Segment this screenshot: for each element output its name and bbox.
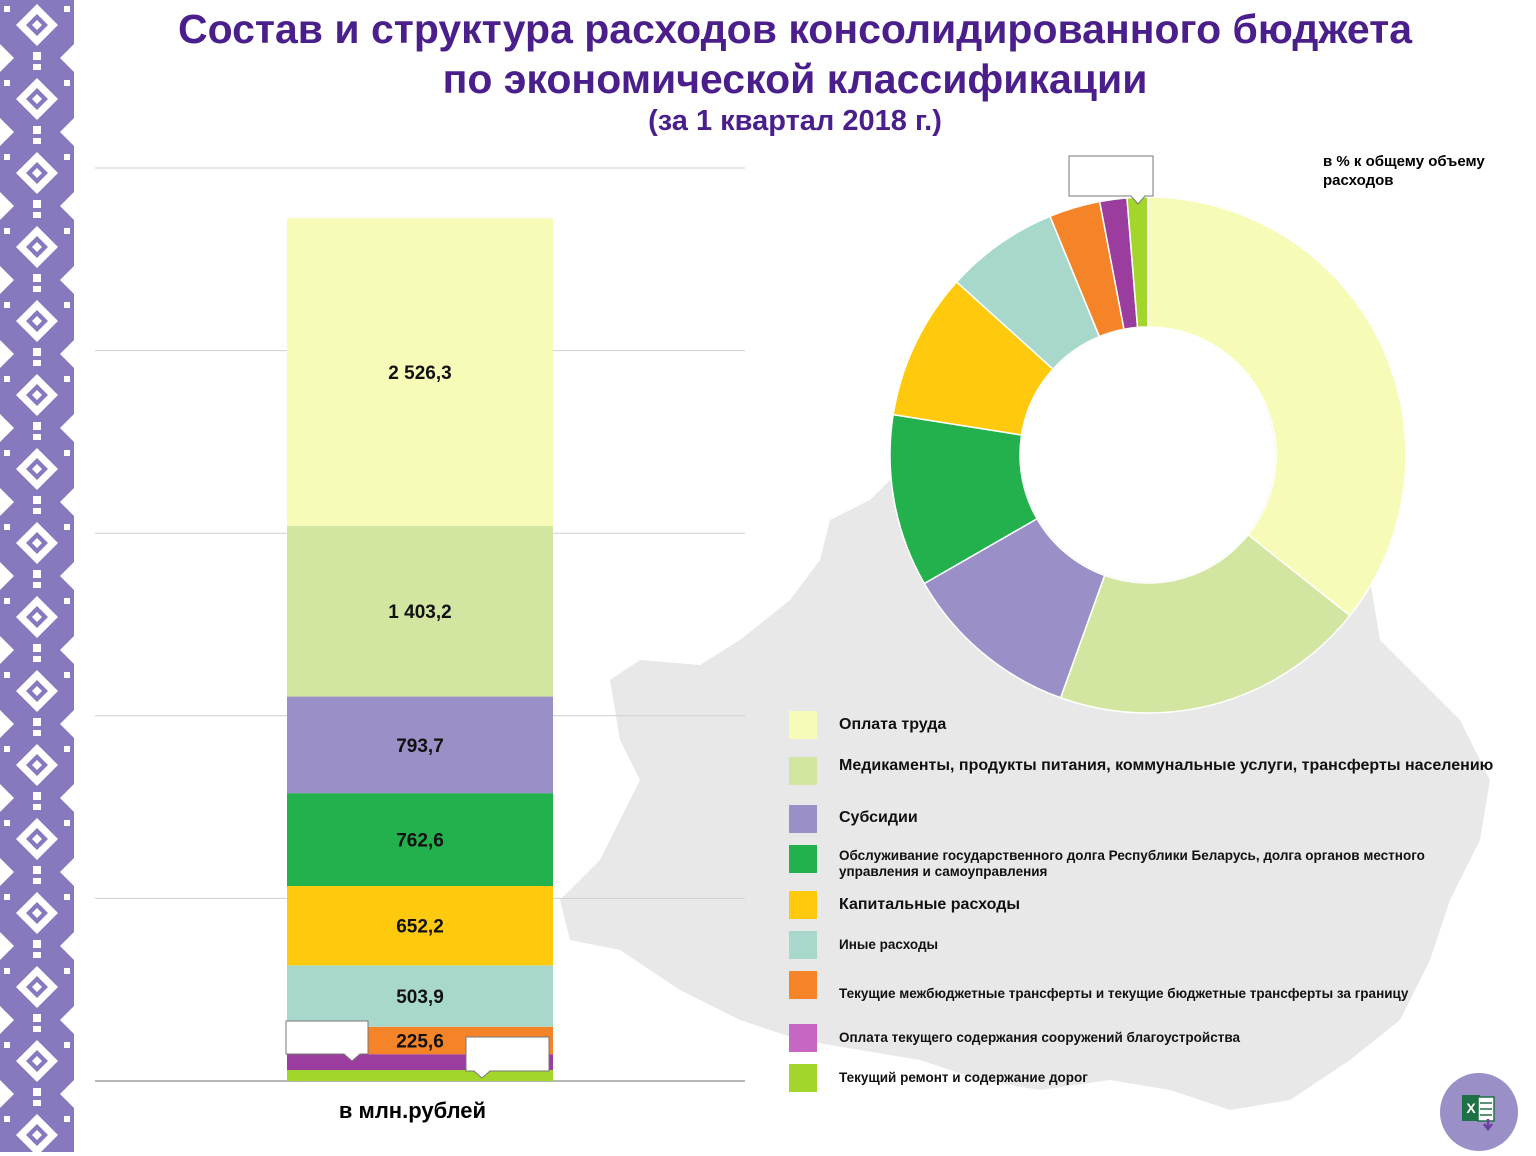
legend-label: Оплата труда <box>839 716 947 733</box>
excel-download-button[interactable]: X <box>1440 1073 1518 1151</box>
page-title-line2: по экономической классификации <box>442 56 1148 102</box>
legend-label: Текущие межбюджетные трансферты и текущи… <box>839 986 1409 1001</box>
legend-swatch <box>789 1024 817 1052</box>
bar-segment <box>287 218 553 526</box>
legend-swatch <box>789 1064 817 1092</box>
bar-data-label: 793,7 <box>396 736 444 757</box>
ornament-border <box>0 0 74 1152</box>
svg-text:X: X <box>1466 1100 1476 1116</box>
legend-swatch <box>789 711 817 739</box>
legend-label: Обслуживание государственного долга Респ… <box>839 848 1425 879</box>
bar-segment <box>287 696 553 794</box>
page-title: Состав и структура расходов консолидиров… <box>177 6 1413 52</box>
legend-swatch <box>789 931 817 959</box>
legend-swatch <box>789 971 817 999</box>
legend-label: Оплата текущего содержания сооружений бл… <box>839 1030 1240 1045</box>
bar-data-label: 225,6 <box>396 1031 444 1052</box>
legend-swatch <box>789 805 817 833</box>
bar-segment <box>287 793 553 887</box>
legend-label: Текущий ремонт и содержание дорог <box>839 1070 1088 1085</box>
callout-box <box>465 1036 550 1079</box>
donut-slice <box>1147 196 1407 617</box>
legend-swatch <box>789 757 817 785</box>
bar-axis-label: в млн.рублей <box>338 1098 487 1123</box>
legend-label: Субсидии <box>839 809 918 826</box>
bar-segment <box>287 1070 553 1081</box>
callout-box <box>1068 155 1154 205</box>
donut-hole <box>1021 328 1275 582</box>
legend-label: Иные расходы <box>839 937 939 952</box>
bar-segment <box>287 886 553 966</box>
donut-subtitle: в % к общему объему расходов <box>1323 153 1485 189</box>
bar-data-label: 1 403,2 <box>388 602 451 623</box>
bar-data-label: 652,2 <box>396 917 444 938</box>
legend-swatch <box>789 891 817 919</box>
excel-download-icon: X <box>1462 1095 1495 1132</box>
stacked-bar-chart: 225,6 503,9 652,2 762,6 793,7 1 403,2 2 526,3 <box>95 167 745 1082</box>
donut-slice <box>1059 533 1351 714</box>
bar-data-label: 762,6 <box>396 831 444 852</box>
legend-label: Капитальные расходы <box>839 896 1021 913</box>
page-subtitle: (за 1 квартал 2018 г.) <box>648 105 942 137</box>
legend-swatch <box>789 845 817 873</box>
bar-data-label: 503,9 <box>396 987 444 1008</box>
bar-segment <box>287 965 553 1027</box>
bar-segment <box>287 525 553 697</box>
bar-data-label: 2 526,3 <box>388 363 451 384</box>
callout-box <box>285 1020 369 1062</box>
legend-label: Медикаменты, продукты питания, коммуналь… <box>839 757 1494 774</box>
